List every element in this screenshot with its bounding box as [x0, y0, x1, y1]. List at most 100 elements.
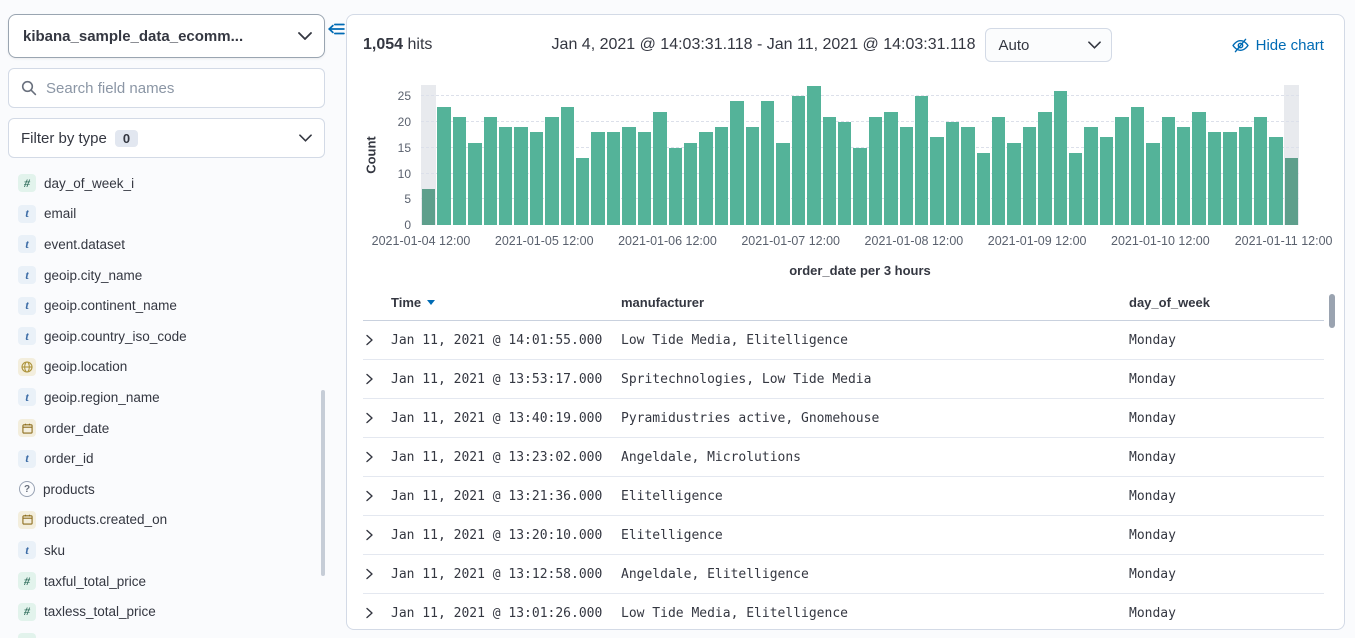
- histogram-bar[interactable]: [899, 85, 914, 225]
- histogram-bar[interactable]: [513, 85, 528, 225]
- histogram-interval-select[interactable]: Auto: [985, 28, 1113, 62]
- histogram-bar[interactable]: [960, 85, 975, 225]
- histogram-bar[interactable]: [806, 85, 821, 225]
- histogram-bar[interactable]: [1053, 85, 1068, 225]
- histogram-bar[interactable]: [637, 85, 652, 225]
- histogram-bar[interactable]: [1022, 85, 1037, 225]
- table-row: Jan 11, 2021 @ 13:53:17.000 Spritechnolo…: [363, 360, 1324, 399]
- histogram-bar[interactable]: [914, 85, 929, 225]
- bar-fill: [945, 122, 960, 225]
- histogram-bar[interactable]: [1176, 85, 1191, 225]
- field-item[interactable]: # t ? geoip.city_name: [8, 260, 325, 291]
- histogram-bar[interactable]: [483, 85, 498, 225]
- field-item[interactable]: # t ? email: [8, 199, 325, 230]
- field-item[interactable]: # t ? geoip.region_name: [8, 382, 325, 413]
- histogram-bar[interactable]: [1114, 85, 1129, 225]
- field-item[interactable]: # t ? taxful_total_price: [8, 566, 325, 597]
- histogram-bar[interactable]: [1145, 85, 1160, 225]
- field-item[interactable]: # t ?: [8, 627, 325, 638]
- histogram-bar[interactable]: [1099, 85, 1114, 225]
- histogram-bar[interactable]: [1284, 85, 1299, 225]
- expand-row-chevron-icon[interactable]: [363, 529, 391, 541]
- column-header-manufacturer[interactable]: manufacturer: [621, 295, 705, 310]
- histogram-bar[interactable]: [668, 85, 683, 225]
- histogram-bar[interactable]: [683, 85, 698, 225]
- histogram-bar[interactable]: [1253, 85, 1268, 225]
- histogram-bar[interactable]: [945, 85, 960, 225]
- field-item[interactable]: # t ? day_of_week_i: [8, 168, 325, 199]
- histogram-bar[interactable]: [436, 85, 451, 225]
- field-name: geoip.city_name: [44, 267, 143, 283]
- expand-row-chevron-icon[interactable]: [363, 373, 391, 385]
- histogram-bar[interactable]: [791, 85, 806, 225]
- field-item[interactable]: # t ? sku: [8, 535, 325, 566]
- histogram-bar[interactable]: [498, 85, 513, 225]
- histogram-bar[interactable]: [852, 85, 867, 225]
- histogram-bar[interactable]: [467, 85, 482, 225]
- histogram-bar[interactable]: [544, 85, 559, 225]
- histogram-bar[interactable]: [698, 85, 713, 225]
- table-scrollbar[interactable]: [1329, 294, 1335, 328]
- field-item[interactable]: # t ? geoip.location: [8, 352, 325, 383]
- histogram-bar[interactable]: [421, 85, 436, 225]
- histogram-bar[interactable]: [991, 85, 1006, 225]
- histogram-bar[interactable]: [714, 85, 729, 225]
- collapse-sidebar-icon[interactable]: [327, 20, 345, 38]
- field-item[interactable]: # t ? order_id: [8, 443, 325, 474]
- histogram-bar[interactable]: [452, 85, 467, 225]
- field-item[interactable]: # t ? geoip.continent_name: [8, 290, 325, 321]
- histogram-bar[interactable]: [1222, 85, 1237, 225]
- column-header-day-of-week[interactable]: day_of_week: [1129, 295, 1210, 310]
- histogram-bar[interactable]: [745, 85, 760, 225]
- histogram-bar[interactable]: [1083, 85, 1098, 225]
- column-header-time[interactable]: Time: [391, 295, 621, 310]
- histogram-bar[interactable]: [837, 85, 852, 225]
- histogram-bar[interactable]: [976, 85, 991, 225]
- field-item[interactable]: # t ? products.created_on: [8, 505, 325, 536]
- histogram-bar[interactable]: [590, 85, 605, 225]
- histogram-bar[interactable]: [929, 85, 944, 225]
- histogram-bar[interactable]: [729, 85, 744, 225]
- expand-row-chevron-icon[interactable]: [363, 334, 391, 346]
- histogram-bar[interactable]: [1068, 85, 1083, 225]
- field-item[interactable]: # t ? taxless_total_price: [8, 596, 325, 627]
- bar-fill: [545, 116, 559, 225]
- histogram-bar[interactable]: [1268, 85, 1283, 225]
- histogram-bar[interactable]: [560, 85, 575, 225]
- field-item[interactable]: # t ? order_date: [8, 413, 325, 444]
- histogram-bar[interactable]: [1130, 85, 1145, 225]
- field-item[interactable]: # t ? event.dataset: [8, 229, 325, 260]
- histogram-bar[interactable]: [1238, 85, 1253, 225]
- histogram-bar[interactable]: [760, 85, 775, 225]
- hide-chart-button[interactable]: Hide chart: [1231, 37, 1324, 54]
- field-item[interactable]: # t ? products: [8, 474, 325, 505]
- expand-row-chevron-icon[interactable]: [363, 451, 391, 463]
- histogram-bar[interactable]: [652, 85, 667, 225]
- histogram-bar[interactable]: [621, 85, 636, 225]
- search-field-names-input[interactable]: [46, 79, 312, 97]
- histogram-bar[interactable]: [868, 85, 883, 225]
- histogram-bars: [421, 85, 1299, 225]
- histogram-bar[interactable]: [529, 85, 544, 225]
- field-name: geoip.region_name: [44, 389, 160, 405]
- filter-by-type-control[interactable]: Filter by type 0: [8, 118, 325, 158]
- expand-row-chevron-icon[interactable]: [363, 607, 391, 619]
- string-field-icon: t: [18, 449, 36, 468]
- index-pattern-switcher[interactable]: kibana_sample_data_ecomm...: [8, 14, 325, 58]
- histogram-bar[interactable]: [883, 85, 898, 225]
- histogram-bar[interactable]: [775, 85, 790, 225]
- expand-row-chevron-icon[interactable]: [363, 412, 391, 424]
- expand-row-chevron-icon[interactable]: [363, 490, 391, 502]
- histogram-bar[interactable]: [575, 85, 590, 225]
- histogram-bar[interactable]: [1037, 85, 1052, 225]
- bar-fill: [976, 152, 991, 225]
- histogram-bar[interactable]: [1161, 85, 1176, 225]
- field-item[interactable]: # t ? geoip.country_iso_code: [8, 321, 325, 352]
- histogram-bar[interactable]: [1191, 85, 1206, 225]
- histogram-bar[interactable]: [1006, 85, 1021, 225]
- histogram-bar[interactable]: [822, 85, 837, 225]
- field-list-scrollbar[interactable]: [321, 390, 325, 576]
- expand-row-chevron-icon[interactable]: [363, 568, 391, 580]
- histogram-bar[interactable]: [606, 85, 621, 225]
- histogram-bar[interactable]: [1207, 85, 1222, 225]
